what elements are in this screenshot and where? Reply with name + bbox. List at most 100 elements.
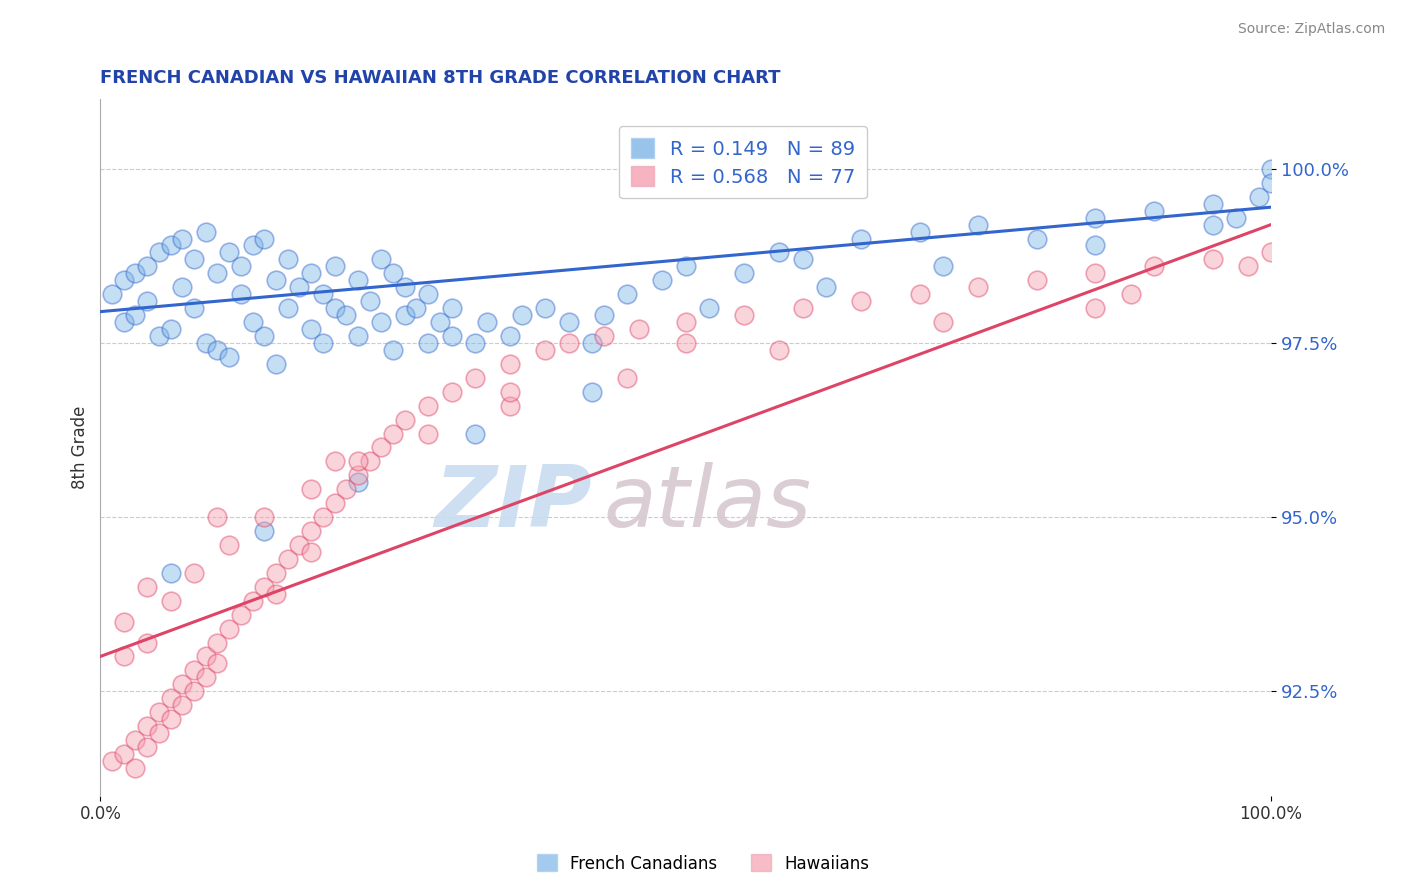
Point: [627, 322, 650, 336]
Point: [616, 287, 638, 301]
Point: [299, 545, 322, 559]
Point: [347, 273, 370, 287]
Point: [932, 260, 955, 274]
Point: [183, 664, 205, 678]
Point: [768, 245, 790, 260]
Point: [288, 280, 311, 294]
Point: [932, 315, 955, 329]
Point: [733, 308, 755, 322]
Point: [675, 315, 697, 329]
Point: [264, 357, 287, 371]
Point: [218, 622, 240, 636]
Point: [148, 329, 170, 343]
Point: [359, 454, 381, 468]
Point: [768, 343, 790, 357]
Point: [253, 510, 276, 524]
Point: [592, 329, 614, 343]
Point: [475, 315, 498, 329]
Point: [1143, 203, 1166, 218]
Point: [510, 308, 533, 322]
Point: [229, 287, 252, 301]
Point: [1201, 252, 1223, 267]
Point: [1260, 161, 1282, 176]
Point: [159, 566, 181, 580]
Point: [172, 698, 194, 713]
Point: [124, 308, 146, 322]
Point: [264, 273, 287, 287]
Point: [183, 301, 205, 315]
Point: [1260, 245, 1282, 260]
Point: [347, 329, 370, 343]
Point: [136, 635, 159, 649]
Point: [112, 273, 135, 287]
Point: [183, 566, 205, 580]
Point: [124, 761, 146, 775]
Legend: R = 0.149   N = 89, R = 0.568   N = 77: R = 0.149 N = 89, R = 0.568 N = 77: [620, 127, 868, 199]
Point: [101, 287, 124, 301]
Point: [534, 343, 557, 357]
Point: [1026, 273, 1049, 287]
Point: [616, 371, 638, 385]
Point: [418, 287, 440, 301]
Point: [323, 496, 346, 510]
Text: Source: ZipAtlas.com: Source: ZipAtlas.com: [1237, 22, 1385, 37]
Point: [1084, 301, 1107, 315]
Point: [312, 336, 335, 351]
Point: [136, 260, 159, 274]
Point: [207, 657, 229, 671]
Point: [253, 231, 276, 245]
Point: [382, 266, 405, 280]
Point: [335, 308, 357, 322]
Point: [394, 280, 416, 294]
Point: [253, 580, 276, 594]
Point: [1084, 211, 1107, 225]
Point: [908, 287, 931, 301]
Point: [207, 510, 229, 524]
Point: [499, 384, 522, 399]
Point: [299, 483, 322, 497]
Point: [499, 399, 522, 413]
Point: [264, 566, 287, 580]
Point: [651, 273, 673, 287]
Point: [418, 399, 440, 413]
Point: [277, 301, 299, 315]
Point: [172, 280, 194, 294]
Point: [675, 260, 697, 274]
Point: [792, 301, 814, 315]
Point: [183, 252, 205, 267]
Point: [159, 712, 181, 726]
Point: [534, 301, 557, 315]
Text: FRENCH CANADIAN VS HAWAIIAN 8TH GRADE CORRELATION CHART: FRENCH CANADIAN VS HAWAIIAN 8TH GRADE CO…: [100, 69, 780, 87]
Point: [312, 287, 335, 301]
Point: [1236, 260, 1258, 274]
Point: [359, 294, 381, 309]
Point: [347, 454, 370, 468]
Point: [557, 336, 579, 351]
Point: [464, 426, 486, 441]
Point: [792, 252, 814, 267]
Point: [1249, 190, 1271, 204]
Point: [112, 615, 135, 629]
Point: [851, 231, 873, 245]
Point: [207, 635, 229, 649]
Point: [229, 260, 252, 274]
Point: [592, 308, 614, 322]
Point: [1225, 211, 1247, 225]
Point: [159, 238, 181, 252]
Point: [1026, 231, 1049, 245]
Point: [148, 705, 170, 719]
Point: [440, 329, 463, 343]
Point: [418, 426, 440, 441]
Point: [1119, 287, 1142, 301]
Point: [908, 225, 931, 239]
Point: [851, 294, 873, 309]
Point: [253, 524, 276, 538]
Point: [1084, 238, 1107, 252]
Point: [218, 350, 240, 364]
Point: [159, 322, 181, 336]
Point: [1143, 260, 1166, 274]
Point: [967, 280, 990, 294]
Point: [172, 231, 194, 245]
Text: ZIP: ZIP: [434, 462, 592, 545]
Point: [370, 252, 392, 267]
